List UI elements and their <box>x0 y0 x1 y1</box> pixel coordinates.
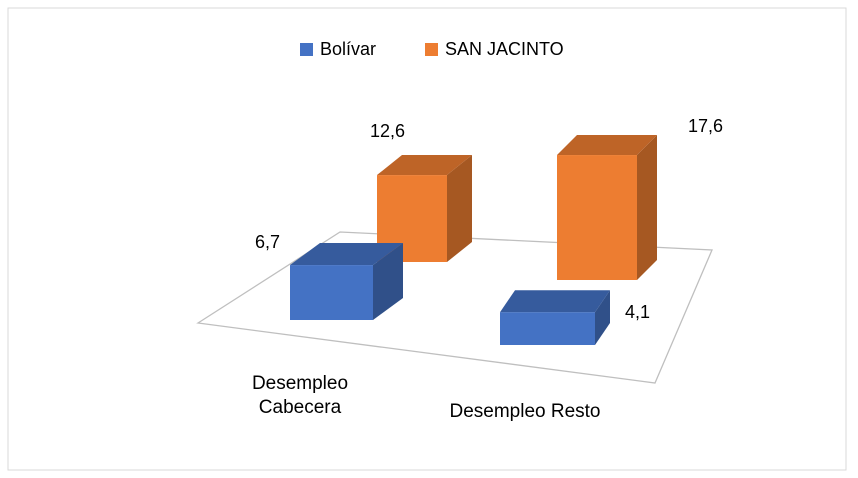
legend-swatch <box>425 43 438 56</box>
bar <box>557 155 637 280</box>
legend-swatch <box>300 43 313 56</box>
bar-top <box>377 155 472 176</box>
bar-side <box>595 290 610 345</box>
value-label: 6,7 <box>255 232 280 252</box>
bar-side <box>447 155 472 262</box>
bar-top <box>290 243 403 266</box>
bar-side <box>637 135 657 280</box>
x-tick-label: Desempleo Resto <box>449 401 601 422</box>
value-label: 4,1 <box>625 302 650 322</box>
bar-side <box>373 243 403 320</box>
bar-top <box>500 290 610 313</box>
bar <box>290 265 373 320</box>
value-label: 12,6 <box>370 121 405 141</box>
bar <box>500 312 595 345</box>
bar-top <box>557 135 657 156</box>
value-label: 17,6 <box>688 116 723 136</box>
legend-label: SAN JACINTO <box>445 39 564 59</box>
x-tick-label: Desempleo Cabecera <box>251 373 349 418</box>
legend-label: Bolívar <box>320 39 376 59</box>
